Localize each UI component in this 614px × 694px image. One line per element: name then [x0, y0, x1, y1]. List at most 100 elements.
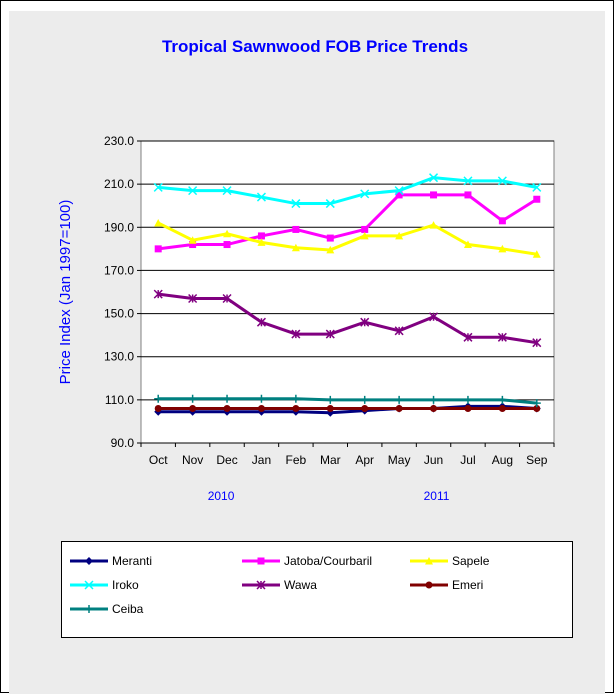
legend-item-emeri: Emeri [408, 576, 483, 594]
data-point-wawa [360, 317, 370, 327]
legend-swatch-wawa [242, 580, 280, 590]
data-point-ceiba [463, 395, 472, 404]
data-point-iroko [394, 186, 404, 196]
data-point-wawa [394, 326, 404, 336]
data-point-sapele [326, 245, 335, 254]
data-point-sapele [257, 238, 266, 246]
data-point-sapele [463, 240, 472, 249]
data-point-sapele [498, 244, 507, 253]
data-point-ceiba [360, 395, 369, 404]
data-point-emeri [498, 404, 506, 412]
legend: Meranti Jatoba/Courbaril Sapele Iroko Wawa Em… [61, 541, 573, 638]
legend-marker [85, 605, 93, 613]
year-label-2011: 2011 [424, 489, 450, 503]
data-point-iroko [360, 189, 370, 199]
legend-marker [85, 557, 93, 565]
series-jatoba-courbaril [154, 191, 541, 253]
x-tick-label: Dec [216, 453, 237, 467]
data-point-sapele [188, 236, 197, 244]
year-label-2010: 2010 [208, 489, 235, 503]
data-point-sapele [532, 250, 541, 258]
data-point-iroko [153, 182, 163, 192]
legend-marker [425, 557, 433, 565]
legend-swatch-emeri [410, 581, 448, 589]
series-wawa [153, 289, 542, 348]
data-point-wawa [497, 332, 507, 342]
y-tick-label: 110.0 [105, 393, 134, 407]
y-axis-ticks: 90.0 110.0 130.0 150.0 170.0 190.0 210.0 230.0 [104, 134, 141, 450]
data-point-sapele [291, 243, 300, 252]
legend-item-jatoba-courbaril: Jatoba/Courbaril [240, 552, 372, 570]
data-point-jatoba-courbaril [498, 217, 506, 225]
data-point-jatoba-courbaril [464, 191, 472, 199]
legend-swatch-iroko [70, 580, 108, 590]
data-point-emeri [292, 404, 300, 412]
legend-label: Emeri [452, 578, 484, 592]
data-point-emeri [257, 404, 265, 412]
legend-swatch-meranti [70, 557, 108, 565]
data-point-jatoba-courbaril [395, 191, 403, 199]
x-tick-label: Jul [460, 453, 475, 467]
legend-marker [84, 580, 94, 590]
data-point-iroko [532, 182, 542, 192]
data-point-emeri [189, 404, 197, 412]
legend-item-iroko: Iroko [68, 576, 139, 594]
legend-swatch-jatoba-courbaril [242, 557, 280, 565]
data-point-iroko [497, 176, 507, 186]
data-point-emeri [533, 404, 541, 412]
data-point-wawa [429, 312, 439, 322]
legend-swatch-sapele [410, 557, 448, 565]
gridlines [141, 140, 554, 444]
data-point-iroko [256, 192, 266, 202]
data-point-emeri [395, 404, 403, 412]
data-point-jatoba-courbaril [154, 245, 162, 253]
legend-marker [425, 581, 433, 589]
data-point-ceiba [257, 394, 266, 403]
data-point-wawa [222, 293, 232, 304]
chart-title: Tropical Sawnwood FOB Price Trends [162, 37, 468, 56]
data-point-jatoba-courbaril [292, 225, 300, 233]
series-iroko [153, 173, 542, 209]
data-point-emeri [154, 404, 162, 412]
legend-item-ceiba: Ceiba [68, 600, 143, 618]
data-point-jatoba-courbaril [223, 241, 231, 249]
data-point-sapele [429, 221, 438, 229]
legend-marker [256, 580, 266, 590]
series-emeri [154, 404, 541, 412]
chart-area: Tropical Sawnwood FOB Price Trends 90.0 1… [9, 11, 605, 694]
data-point-ceiba [188, 394, 197, 403]
legend-label: Sapele [452, 554, 490, 568]
legend-marker [257, 557, 265, 565]
x-tick-label: May [388, 453, 411, 467]
series-line-meranti [158, 404, 537, 415]
x-tick-label: Nov [182, 453, 203, 467]
legend-item-meranti: Meranti [68, 552, 152, 570]
y-tick-label: 130.0 [104, 350, 134, 364]
y-tick-label: 210.0 [104, 177, 134, 191]
data-point-emeri [326, 404, 334, 412]
x-axis-ticks: Oct Nov Dec Jan Feb Mar Apr May Jun Jul Aug Sep [140, 443, 555, 467]
series-sapele [154, 218, 541, 258]
y-tick-label: 230.0 [104, 134, 134, 148]
data-point-wawa [532, 338, 542, 348]
x-tick-label: Mar [320, 453, 341, 467]
legend-label: Jatoba/Courbaril [284, 554, 373, 568]
data-point-emeri [223, 404, 231, 412]
data-point-wawa [291, 329, 301, 339]
series-ceiba [154, 394, 541, 408]
data-point-sapele [223, 229, 232, 238]
data-point-ceiba [154, 394, 163, 403]
data-point-wawa [325, 329, 335, 339]
data-point-iroko [291, 199, 301, 209]
data-point-emeri [430, 404, 438, 412]
data-point-ceiba [429, 395, 438, 404]
data-point-sapele [395, 231, 404, 240]
data-point-jatoba-courbaril [326, 234, 334, 242]
y-axis-label: Price Index (Jan 1997=100) [57, 200, 74, 385]
data-point-ceiba [498, 395, 507, 404]
x-tick-label: Apr [355, 453, 374, 467]
x-tick-label: Jan [252, 453, 271, 467]
series-lines [153, 173, 542, 417]
data-point-jatoba-courbaril [533, 195, 541, 203]
